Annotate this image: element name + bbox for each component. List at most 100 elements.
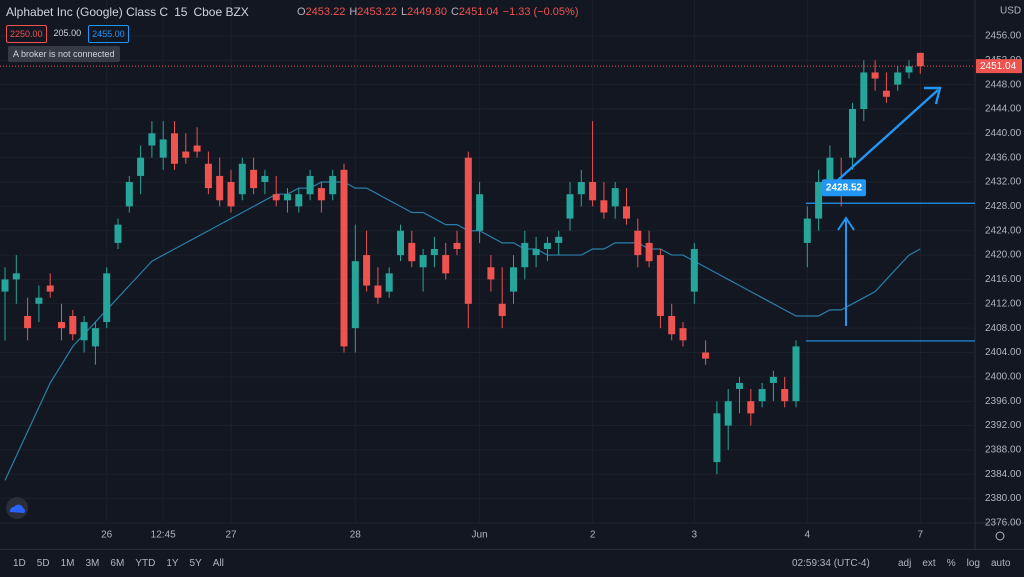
value: 2453.22 (357, 6, 398, 18)
range-button[interactable]: 1Y (166, 558, 179, 569)
symbol-title[interactable]: Alphabet Inc (Google) Class C (6, 5, 169, 19)
scale-option[interactable]: ext (922, 558, 936, 569)
currency: USD (1000, 6, 1021, 17)
candle-body (340, 169, 348, 347)
x-tick-label: 3 (692, 530, 698, 541)
candle-body (12, 273, 20, 280)
candle-body (69, 315, 77, 335)
candle-body (397, 230, 404, 256)
candle-body (724, 401, 732, 426)
candle-body (747, 401, 755, 414)
candle-body (35, 297, 43, 304)
candle-body (792, 346, 800, 402)
range-button[interactable]: 3M (85, 558, 100, 569)
candle-body (351, 261, 359, 329)
range-button[interactable]: YTD (135, 558, 156, 569)
y-tick-label: 2420.00 (985, 250, 1022, 261)
value: 2449.80 (407, 6, 447, 18)
change: −1.33 (−0.05%) (502, 6, 579, 18)
candle-body (216, 175, 224, 201)
x-tick-label: Jun (472, 530, 488, 541)
annotation-label: 2428.52 (826, 182, 863, 193)
exchange: Cboe BZX (193, 5, 249, 19)
candle-body (600, 200, 608, 213)
range-button[interactable]: 1M (60, 558, 75, 569)
candle-body (295, 194, 303, 207)
candle-body (487, 267, 495, 280)
candle-body (137, 157, 145, 176)
candle-body (171, 133, 178, 164)
y-tick-label: 2384.00 (985, 469, 1022, 480)
arrow (837, 89, 939, 181)
settings-icon (995, 531, 1005, 541)
candle-body (453, 242, 461, 249)
candle-body (611, 188, 619, 207)
x-tick-label: 4 (805, 530, 811, 541)
y-tick-label: 2424.00 (985, 225, 1022, 236)
candle-body (882, 90, 890, 97)
arrow-head (924, 86, 942, 105)
x-tick-label: 27 (225, 530, 237, 541)
scale-option[interactable]: auto (990, 558, 1011, 569)
y-tick-label: 2416.00 (985, 274, 1022, 285)
candle-body (250, 169, 258, 189)
candle-body (769, 376, 777, 383)
x-tick-label: 2 (590, 530, 596, 541)
scale-option[interactable]: % (946, 558, 956, 569)
y-tick-label: 2444.00 (985, 104, 1022, 115)
y-tick-label: 2456.00 (985, 31, 1022, 42)
candle-body (193, 145, 201, 152)
x-tick-label: 12:45 (151, 530, 176, 541)
candle-body (736, 382, 743, 390)
candle-body (306, 175, 314, 195)
x-tick-label: 28 (350, 530, 362, 541)
y-tick-label: 2412.00 (985, 298, 1022, 309)
chart: USD2376.002380.002384.002388.002392.0023… (0, 0, 1024, 549)
candle-body (159, 139, 167, 158)
label: H (349, 6, 358, 18)
candle-body (916, 52, 924, 67)
candle-body (815, 182, 823, 219)
range-button[interactable]: 5D (36, 558, 50, 569)
candle-body (894, 72, 902, 85)
ohlc-legend: O2453.22 H2453.22 L2449.80 C2451.04 −1.3… (297, 6, 579, 18)
candle-body (781, 389, 789, 402)
candle-body (668, 315, 676, 335)
range-button[interactable]: 5Y (189, 558, 202, 569)
candle-body (114, 224, 122, 243)
candle-body (577, 182, 585, 195)
candle-body (532, 248, 540, 256)
scale-option[interactable]: log (966, 558, 980, 569)
candle-body (849, 108, 856, 158)
candle-body (645, 242, 653, 262)
scale-option[interactable]: adj (898, 558, 912, 569)
y-tick-label: 2400.00 (985, 371, 1022, 382)
symbol-header: Alphabet Inc (Google) Class C 15 Cboe BZ… (6, 5, 249, 19)
candle-body (702, 352, 710, 359)
candle-body (566, 194, 574, 219)
interval[interactable]: 15 (174, 5, 188, 19)
candle-body (464, 157, 472, 304)
candle-body (656, 255, 664, 316)
clock: 02:59:34 (UTC-4) (792, 558, 870, 569)
arrow-head (837, 216, 855, 231)
candle-body (623, 206, 630, 219)
candle-body (46, 285, 54, 292)
bottom-toolbar: 1D 5D 1M 3M 6M YTD 1Y 5Y All 02:59:34 (UTC-4) ad… (0, 549, 1024, 577)
price-label: 2451.04 (980, 61, 1017, 72)
candle-body (430, 248, 438, 256)
moving-average (4, 181, 921, 481)
candle-body (80, 322, 88, 341)
range-button[interactable]: 6M (110, 558, 125, 569)
candle-body (374, 285, 382, 298)
y-tick-label: 2448.00 (985, 79, 1022, 90)
label: L (401, 6, 408, 18)
candle-body (803, 218, 811, 243)
range-button[interactable]: 1D (13, 558, 26, 569)
trade-buttons: 2250.00 205.00 2455.00 (6, 25, 129, 43)
sell-button[interactable]: 2250.00 (6, 25, 47, 43)
buy-button[interactable]: 2455.00 (88, 25, 129, 43)
candle-body (758, 389, 766, 402)
candle-body (385, 273, 393, 292)
range-button[interactable]: All (212, 558, 224, 569)
